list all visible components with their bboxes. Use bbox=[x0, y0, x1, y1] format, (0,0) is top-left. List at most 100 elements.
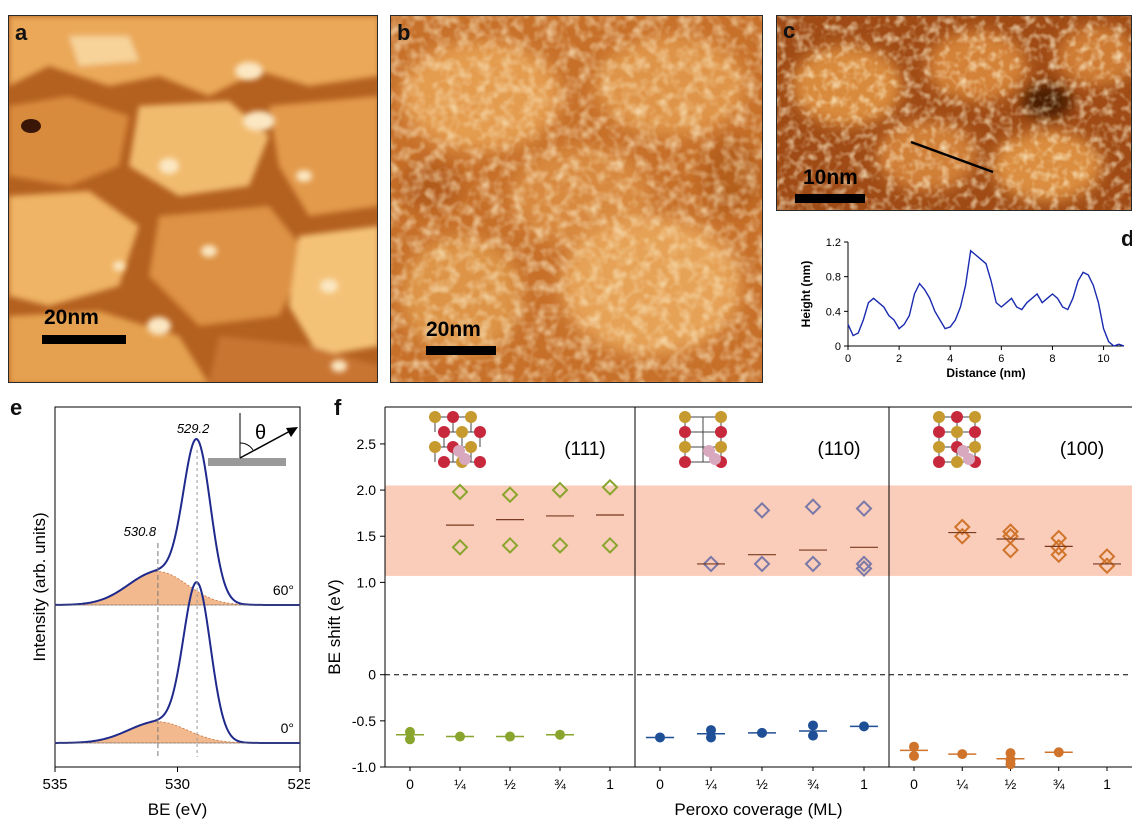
profile-x-tick-label: 6 bbox=[998, 353, 1004, 365]
f-y-tick-label: -0.5 bbox=[352, 713, 376, 729]
open-diamond-point bbox=[753, 501, 771, 519]
f-x-tick-label: 0 bbox=[910, 776, 918, 792]
structure-atom bbox=[951, 456, 963, 468]
open-diamond-point bbox=[855, 500, 873, 517]
open-diamond-point bbox=[551, 481, 569, 499]
facet-title: (110) bbox=[818, 439, 861, 460]
f-x-tick-label: 1 bbox=[1103, 776, 1111, 792]
scale-bar-c bbox=[795, 194, 865, 203]
xps-x-tick-label: 525 bbox=[287, 776, 310, 793]
structure-atom bbox=[429, 411, 441, 423]
scale-bar-a bbox=[42, 335, 126, 344]
structure-atom bbox=[679, 456, 691, 468]
profile-x-axis-label: Distance (nm) bbox=[946, 366, 1025, 380]
profile-x-tick-label: 10 bbox=[1097, 353, 1109, 365]
structure-atom bbox=[933, 426, 945, 438]
f-x-tick-label: ½ bbox=[1005, 776, 1017, 792]
xps-annotation-shoulder: 530.8 bbox=[124, 524, 157, 539]
f-y-tick-label: 1.0 bbox=[357, 574, 377, 590]
structure-atom bbox=[465, 441, 477, 453]
panel-d: d 0 0.4 0.8 1.2 0 2 4 6 8 10 Distance (nm) Height (… bbox=[776, 222, 1132, 388]
panel-label-b: b bbox=[397, 20, 411, 45]
panel-label-d: d bbox=[1121, 226, 1132, 251]
f-x-tick-label: ¾ bbox=[1053, 776, 1065, 792]
stm-image-b: b 20nm bbox=[390, 15, 763, 383]
structure-atom bbox=[456, 426, 468, 438]
open-diamond-point bbox=[501, 537, 519, 554]
xps-series-label: 0° bbox=[281, 720, 294, 736]
filled-circle-point bbox=[706, 732, 716, 743]
stm-image-a-picture bbox=[9, 16, 377, 382]
panel-label-f: f bbox=[334, 395, 342, 420]
structure-atom bbox=[429, 441, 441, 453]
structure-atom bbox=[474, 426, 486, 438]
stm-image-a: a 20nm bbox=[8, 15, 378, 383]
profile-y-tick-label: 1.2 bbox=[826, 237, 841, 249]
open-diamond-point bbox=[804, 555, 822, 573]
structure-atom bbox=[447, 411, 459, 423]
filled-circle-point bbox=[1005, 759, 1016, 770]
xps-x-axis-label: BE (eV) bbox=[148, 800, 208, 819]
inset-angle-arc bbox=[239, 442, 254, 451]
peroxo-atom bbox=[963, 453, 975, 465]
open-diamond-point bbox=[804, 498, 822, 516]
f-y-tick-label: 2.0 bbox=[357, 482, 377, 498]
open-diamond-point bbox=[1050, 538, 1068, 556]
open-diamond-point bbox=[451, 483, 469, 501]
profile-y-tick-label: 0.8 bbox=[826, 272, 841, 284]
structure-atom bbox=[715, 441, 727, 453]
panel-label-e: e bbox=[10, 395, 23, 420]
panel-label-a: a bbox=[15, 20, 28, 45]
profile-line bbox=[847, 249, 1125, 347]
filled-circle-point bbox=[808, 730, 818, 741]
peroxo-atom bbox=[459, 453, 471, 465]
open-diamond-point bbox=[451, 538, 469, 556]
panel-e: e 535 530 525 BE (eV) Intensity (arb. units)… bbox=[0, 395, 310, 823]
f-x-tick-label: ¾ bbox=[807, 776, 819, 792]
xps-y-axis-label: Intensity (arb. units) bbox=[30, 512, 49, 661]
xps-spectrum-line bbox=[54, 581, 301, 744]
structure-atom bbox=[438, 456, 450, 468]
profile-x-tick-label: 0 bbox=[845, 353, 851, 365]
scale-text-a: 20nm bbox=[44, 306, 99, 329]
peroxo-atom bbox=[709, 453, 721, 465]
scale-text-b: 20nm bbox=[426, 318, 481, 341]
be-shift-chart: -1.0 -0.5 0 1.0 1.5 2.0 2.5 BE shift (eV) Peroxo… bbox=[325, 406, 1132, 819]
scale-bar-b bbox=[426, 346, 496, 355]
xps-shoulder-component bbox=[54, 571, 300, 606]
structure-atom bbox=[474, 456, 486, 468]
structure-atom bbox=[679, 426, 691, 438]
structure-atom bbox=[933, 411, 945, 423]
open-diamond-point bbox=[702, 555, 720, 573]
structure-atom bbox=[951, 426, 963, 438]
scale-text-c: 10nm bbox=[803, 166, 858, 189]
inset-arrow-head bbox=[286, 427, 298, 437]
profile-x-tick-label: 2 bbox=[896, 353, 902, 365]
profile-y-tick-label: 0.4 bbox=[826, 306, 841, 318]
xps-series-label: 60° bbox=[273, 582, 294, 598]
structure-atom bbox=[969, 441, 981, 453]
f-x-tick-label: ¼ bbox=[454, 776, 466, 792]
profile-x-tick-label: 8 bbox=[1049, 353, 1055, 365]
structure-atom bbox=[715, 426, 727, 438]
f-y-tick-label: 1.5 bbox=[357, 528, 377, 544]
f-x-tick-label: ¼ bbox=[705, 776, 717, 792]
xps-x-tick-label: 530 bbox=[165, 776, 190, 793]
f-x-tick-label: 0 bbox=[406, 776, 414, 792]
stm-image-c-picture bbox=[777, 16, 1131, 210]
structure-atom bbox=[438, 426, 450, 438]
structure-atom bbox=[933, 456, 945, 468]
structure-atom bbox=[679, 411, 691, 423]
open-diamond-point bbox=[953, 518, 971, 536]
f-x-tick-label: 1 bbox=[606, 776, 614, 792]
structure-atom bbox=[465, 411, 477, 423]
f-y-tick-label: -1.0 bbox=[352, 759, 376, 775]
xps-spectrum-chart: 535 530 525 BE (eV) Intensity (arb. units) 60… bbox=[30, 406, 310, 819]
inset-detector-arrow bbox=[239, 429, 293, 459]
open-diamond-point bbox=[601, 537, 619, 554]
filled-circle-point bbox=[909, 750, 919, 761]
structure-atom bbox=[679, 441, 691, 453]
f-y-tick-label: 2.5 bbox=[357, 436, 377, 452]
f-x-tick-label: 0 bbox=[656, 776, 664, 792]
inset-sample-icon bbox=[208, 458, 286, 466]
